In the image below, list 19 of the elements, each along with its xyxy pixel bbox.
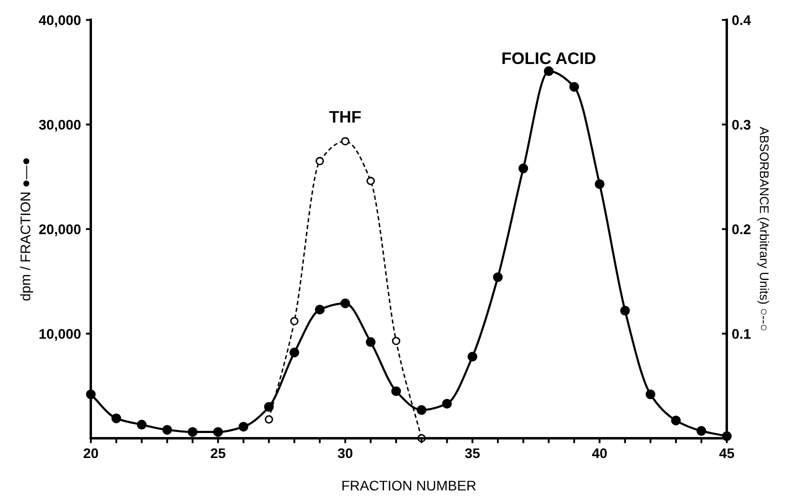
x-axis-title: FRACTION NUMBER — [342, 480, 476, 491]
x-tick-label: 20 — [84, 448, 98, 458]
x-tick-label: 35 — [465, 448, 480, 458]
x-tick-label: 40 — [592, 448, 607, 458]
x-tick-label: 45 — [719, 448, 734, 458]
x-tick-label: 30 — [338, 448, 352, 458]
annotation: THF — [329, 111, 361, 123]
y2-tick-label: 0.3 — [732, 120, 750, 130]
y-tick-label: 10,000 — [40, 328, 81, 341]
annotation: FOLIC ACID — [502, 52, 596, 64]
x-tick-label: 25 — [210, 448, 226, 458]
y2-tick-label: 0.1 — [732, 328, 751, 339]
y2-tick-label: 0.2 — [732, 224, 750, 234]
y-tick-label: 20,000 — [39, 224, 81, 236]
y-tick-label: 40,000 — [38, 15, 81, 28]
y-axis-title: dpm / FRACTION ●—● — [20, 158, 34, 301]
y2-axis-title: ABSORBANCE (Arbitrary Units) ○--○ — [757, 126, 770, 330]
y2-tick-label: 0.4 — [732, 15, 751, 26]
y-tick-label: 30,000 — [38, 120, 81, 132]
